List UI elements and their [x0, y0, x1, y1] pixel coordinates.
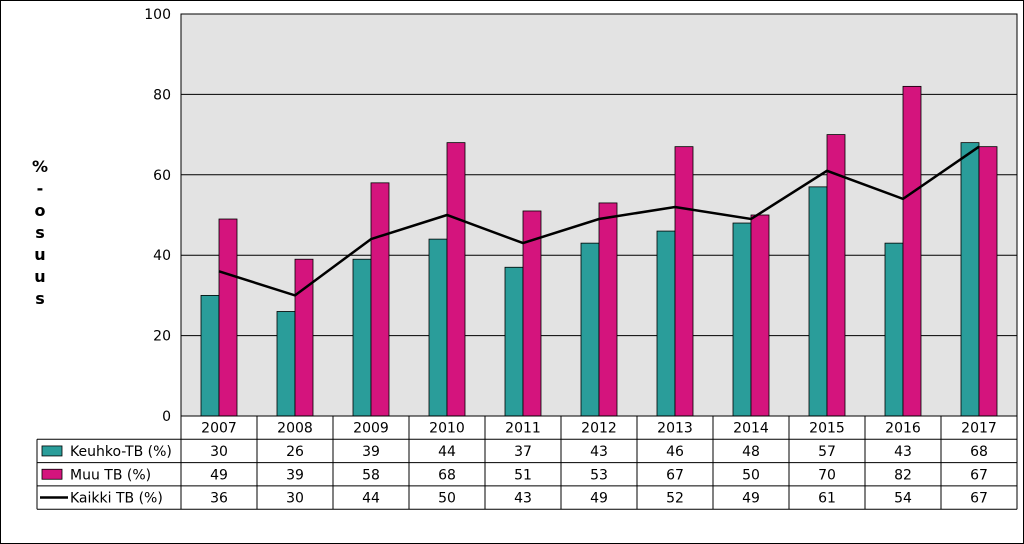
data-label: 48 [742, 444, 760, 460]
data-label: 51 [514, 467, 532, 483]
bar-muu [902, 85, 922, 417]
data-label: 70 [818, 467, 836, 483]
bar-muu [674, 146, 694, 417]
data-label: 49 [210, 467, 228, 483]
data-label: 30 [286, 491, 304, 507]
bar-muu [750, 214, 770, 417]
data-label: 39 [362, 444, 380, 460]
y-axis-label-char: o [35, 201, 46, 220]
x-tick-label: 2017 [961, 421, 997, 437]
legend-label: Keuhko-TB (%) [70, 444, 172, 460]
bar-keuhko-tb [960, 142, 980, 417]
data-label: 50 [742, 467, 760, 483]
bar-muu [370, 182, 390, 417]
bar-keuhko-tb [580, 242, 600, 417]
x-tick-label: 2016 [885, 421, 921, 437]
bar-muu [598, 202, 618, 417]
bar-muu [218, 218, 238, 417]
legend-swatch [41, 468, 63, 480]
y-tick-label: 20 [153, 329, 171, 345]
x-tick-label: 2009 [353, 421, 389, 437]
data-label: 57 [818, 444, 836, 460]
x-tick-label: 2007 [201, 421, 237, 437]
bar-keuhko-tb [200, 294, 220, 417]
bar-keuhko-tb [732, 222, 752, 417]
data-label: 53 [590, 467, 608, 483]
x-tick-label: 2014 [733, 421, 769, 437]
legend-label: Muu TB (%) [70, 467, 151, 483]
data-label: 82 [894, 467, 912, 483]
data-label: 43 [514, 491, 532, 507]
y-axis-label-char: u [34, 245, 45, 264]
x-tick-label: 2015 [809, 421, 845, 437]
data-label: 68 [438, 467, 456, 483]
data-label: 46 [666, 444, 684, 460]
data-label: 39 [286, 467, 304, 483]
y-tick-label: 80 [153, 87, 171, 103]
line-kaikki-tb [218, 145, 980, 297]
plot-area [180, 13, 1018, 417]
data-label: 30 [210, 444, 228, 460]
y-axis-label-char: s [35, 289, 45, 308]
data-label: 49 [742, 491, 760, 507]
bar-keuhko-tb [352, 258, 372, 417]
y-tick-label: 60 [153, 168, 171, 184]
y-tick-label: 100 [144, 7, 171, 23]
bar-keuhko-tb [504, 266, 524, 417]
data-label: 67 [666, 467, 684, 483]
bar-muu [446, 142, 466, 417]
data-label: 44 [362, 491, 380, 507]
x-tick-label: 2010 [429, 421, 465, 437]
bar-keuhko-tb [884, 242, 904, 417]
y-axis-label-char: - [37, 179, 44, 198]
data-label: 54 [894, 491, 912, 507]
x-tick-label: 2013 [657, 421, 693, 437]
data-label: 26 [286, 444, 304, 460]
bar-keuhko-tb [808, 186, 828, 417]
data-label: 49 [590, 491, 608, 507]
bar-keuhko-tb [276, 311, 296, 417]
data-label: 44 [438, 444, 456, 460]
data-label: 67 [970, 467, 988, 483]
data-label: 61 [818, 491, 836, 507]
y-axis-ticks: 0 20 40 60 80 100 [144, 7, 171, 425]
y-tick-label: 0 [162, 409, 171, 425]
data-label: 52 [666, 491, 684, 507]
y-axis-label-char: u [34, 267, 45, 286]
data-label: 43 [894, 444, 912, 460]
data-label: 37 [514, 444, 532, 460]
data-label: 50 [438, 491, 456, 507]
legend-swatch [41, 445, 63, 457]
y-tick-label: 40 [153, 248, 171, 264]
bar-keuhko-tb [656, 230, 676, 417]
y-axis-label-char: s [35, 223, 45, 242]
data-label: 58 [362, 467, 380, 483]
data-table: 2007 2008 2009 2010 2011 2012 2013 2014 2015 2016… [36, 415, 1018, 510]
x-tick-label: 2012 [581, 421, 617, 437]
data-label: 68 [970, 444, 988, 460]
legend-label: Kaikki TB (%) [70, 491, 163, 507]
x-tick-label: 2011 [505, 421, 541, 437]
y-axis-label-char: % [32, 157, 48, 176]
x-tick-label: 2008 [277, 421, 313, 437]
bar-keuhko-tb [428, 238, 448, 417]
bar-muu [978, 146, 998, 417]
data-label: 36 [210, 491, 228, 507]
data-label: 67 [970, 491, 988, 507]
data-label: 43 [590, 444, 608, 460]
